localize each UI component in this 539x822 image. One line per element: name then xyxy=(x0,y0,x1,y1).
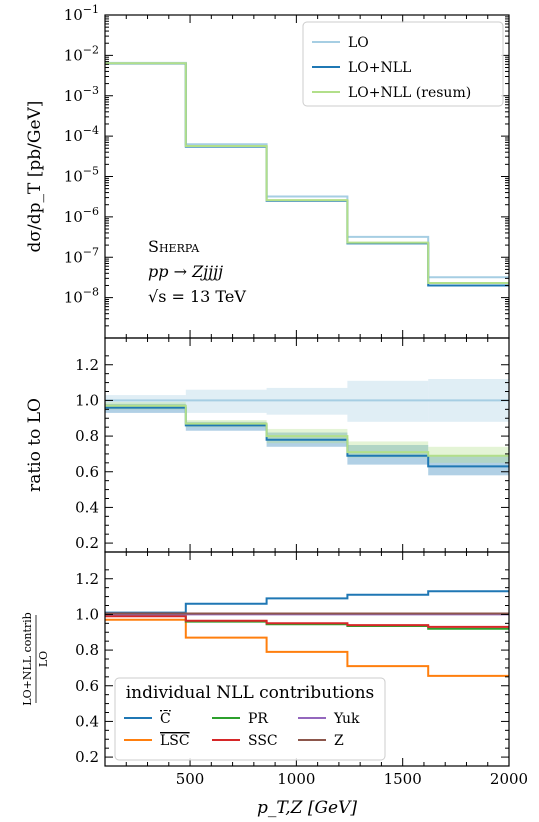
process-label: pp → Zjjjj xyxy=(148,262,223,281)
series-lines xyxy=(105,61,509,677)
y-tick-label: 0.6 xyxy=(75,677,99,695)
main-legend-box xyxy=(302,21,504,107)
legend-label-lo-nll-resum: LO+NLL (resum) xyxy=(348,85,471,101)
main-y-axis-label: dσ/dp_T [pb/GeV] xyxy=(25,101,45,253)
generator-label: Sherpa xyxy=(148,237,200,256)
energy-label: √s = 13 TeV xyxy=(148,287,246,306)
contrib-legend-label-lsc: LSC xyxy=(160,733,190,749)
y-tick-label: 10−5 xyxy=(64,165,99,186)
legends: LO LO+NLL LO+NLL (resum) individual NLL con… xyxy=(114,21,504,761)
main-line-lo-nll-resum xyxy=(105,62,509,284)
y-tick-label: 1.2 xyxy=(75,356,99,374)
y-tick-label: 0.2 xyxy=(75,534,99,552)
x-tick-label: 1500 xyxy=(384,770,422,788)
y-tick-label: 10−3 xyxy=(64,84,99,105)
contrib-legend-label-z: Z xyxy=(334,733,344,749)
y-tick-label: 10−1 xyxy=(64,3,99,24)
axis-ticks xyxy=(104,15,510,766)
y-tick-label: 10−2 xyxy=(64,43,99,64)
contrib-legend-title: individual NLL contributions xyxy=(126,683,375,703)
axis-text: 500 1000 1500 2000 10−8 10−7 10−6 10−5 10−4 10−3 1… xyxy=(21,3,528,818)
contrib-y-axis-label-denominator: LO xyxy=(37,651,50,667)
legend-label-lo: LO xyxy=(348,35,369,51)
band-lo-nll-resum-bin-4 xyxy=(347,441,429,458)
ratio-line-lo-nll-resum xyxy=(105,404,509,457)
y-tick-label: 10−6 xyxy=(64,205,99,226)
legend-label-lo-nll: LO+NLL xyxy=(348,60,411,76)
x-axis-label: p_T,Z [GeV] xyxy=(257,798,357,818)
contrib-line-ssc xyxy=(105,615,509,628)
contrib-y-axis-label-numerator: LO+NLL contrib xyxy=(21,612,34,705)
x-tick-label: 500 xyxy=(176,770,205,788)
y-tick-label: 1.2 xyxy=(75,570,99,588)
y-tick-label: 0.4 xyxy=(75,498,99,516)
contrib-legend-label-c: C̄ xyxy=(160,709,171,727)
y-tick-label: 0.6 xyxy=(75,463,99,481)
x-tick-label: 2000 xyxy=(490,770,528,788)
contrib-line-c xyxy=(105,590,509,614)
uncertainty-bands xyxy=(105,379,509,476)
y-tick-label: 0.8 xyxy=(75,427,99,445)
y-tick-label: 1.0 xyxy=(75,605,99,623)
x-tick-label: 1000 xyxy=(277,770,315,788)
ratio-y-axis-label: ratio to LO xyxy=(25,398,45,492)
y-tick-label: 0.8 xyxy=(75,641,99,659)
y-tick-label: 0.2 xyxy=(75,748,99,766)
contrib-legend-label-pr: PR xyxy=(248,711,268,727)
y-tick-label: 10−4 xyxy=(64,124,99,145)
y-tick-label: 0.4 xyxy=(75,712,99,730)
y-tick-label: 1.0 xyxy=(75,391,99,409)
contrib-legend-label-ssc: SSC xyxy=(248,733,278,749)
contrib-line-lsc xyxy=(105,618,509,677)
y-tick-label: 10−7 xyxy=(64,245,99,266)
y-tick-label: 10−8 xyxy=(64,286,99,307)
contrib-legend-label-yuk: Yuk xyxy=(333,711,360,727)
